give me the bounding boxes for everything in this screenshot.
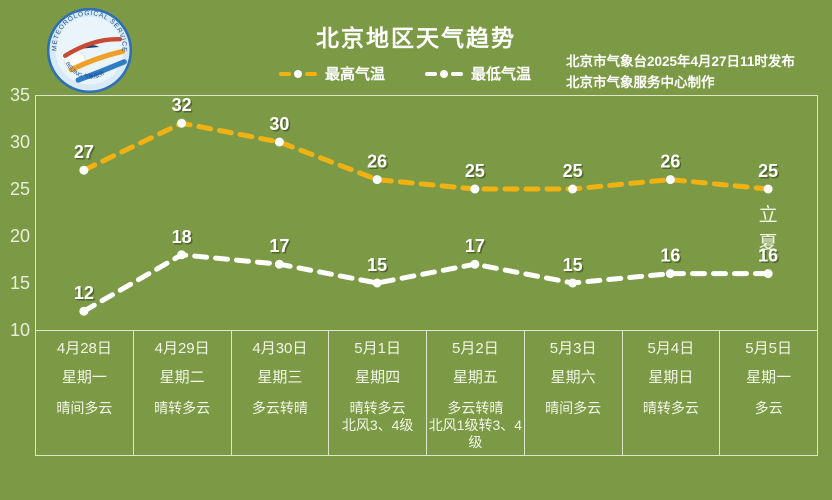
forecast-weekday: 星期一 <box>746 369 792 386</box>
forecast-weather: 晴转多云 <box>642 400 699 416</box>
logo-red-band <box>62 37 123 58</box>
forecast-date: 4月28日 <box>56 340 112 357</box>
forecast-wind: 北风3、4级 <box>341 417 414 433</box>
min-temp-line-icon <box>425 69 463 78</box>
logo-orange-band <box>68 48 126 73</box>
issued-info: 北京市气象台2025年4月27日11时发布 北京市气象服务中心制作 <box>566 51 795 93</box>
forecast-weather: 多云转晴 <box>251 400 308 416</box>
forecast-weather: 多云转晴 <box>447 400 504 416</box>
forecast-cell: 5月2日星期五多云转晴 北风1级转3、4级 <box>426 330 524 455</box>
legend-label-min-temp: 最低气温 <box>471 66 532 83</box>
forecast-weekday: 星期五 <box>452 369 498 386</box>
legend-item-max-temp: 最高气温 <box>278 63 385 84</box>
forecast-weekday: 星期三 <box>257 369 303 386</box>
forecast-weekday: 星期六 <box>550 369 596 386</box>
forecast-weekday: 星期日 <box>648 369 694 386</box>
legend-label-max-temp: 最高气温 <box>324 66 385 83</box>
forecast-weather: 晴间多云 <box>545 400 602 416</box>
y-tick-label: 15 <box>9 273 30 293</box>
issued-line-2: 北京市气象服务中心制作 <box>566 75 715 90</box>
forecast-weekday: 星期二 <box>159 369 205 386</box>
forecast-wind: 北风1级转3、4级 <box>428 417 523 450</box>
y-tick-label: 10 <box>9 320 30 340</box>
forecast-table: 4月28日 星期一 晴间多云 4月29日 星期二 晴转多云 4月30日 星期三 多云转晴 5月1日… <box>35 330 818 456</box>
forecast-date: 4月29日 <box>154 340 210 357</box>
forecast-weekday: 星期一 <box>61 369 107 386</box>
forecast-cell: 4月28日星期一晴间多云 <box>36 330 133 455</box>
forecast-date: 5月1日 <box>354 340 401 357</box>
max-temp-line-icon <box>278 69 317 78</box>
y-tick-label: 35 <box>9 85 30 105</box>
forecast-date: 5月3日 <box>549 340 597 357</box>
forecast-weekday: 星期四 <box>355 369 401 386</box>
y-tick-label: 25 <box>9 179 30 199</box>
forecast-date: 5月2日 <box>452 340 499 357</box>
forecast-weather: 晴转多云 <box>349 400 406 416</box>
logo-blue-band <box>75 59 127 83</box>
forecast-weather: 晴转多云 <box>154 400 211 416</box>
forecast-weather: 晴间多云 <box>56 400 113 416</box>
y-tick-label: 20 <box>9 226 30 246</box>
forecast-weather: 多云 <box>754 400 783 416</box>
y-tick-label: 30 <box>9 132 30 152</box>
forecast-date: 5月5日 <box>745 340 792 357</box>
plot-area <box>35 95 818 331</box>
forecast-cell: 5月4日星期日晴转多云 <box>621 330 720 455</box>
forecast-cell: 5月1日星期四晴转多云 北风3、4级 <box>328 330 426 455</box>
page-title: 北京地区天气趋势 <box>316 25 516 51</box>
legend-item-min-temp: 最低气温 <box>425 63 531 84</box>
forecast-cell: 5月3日星期六晴间多云 <box>523 330 622 455</box>
forecast-cell: 5月5日星期一多云 <box>719 330 817 455</box>
beijing-meteorological-service-logo: METEOROLOGICAL SERVICE BEIJING 气象服务 <box>46 7 133 94</box>
chart-legend: 最高气温 最低气温 <box>255 63 555 84</box>
forecast-date: 4月30日 <box>252 340 308 357</box>
forecast-cell: 4月30日星期三多云转晴 <box>230 330 329 455</box>
forecast-cell: 4月29日星期二晴转多云 <box>132 330 231 455</box>
forecast-date: 5月4日 <box>647 340 695 357</box>
issued-line-1: 北京市气象台2025年4月27日11时发布 <box>566 54 795 69</box>
